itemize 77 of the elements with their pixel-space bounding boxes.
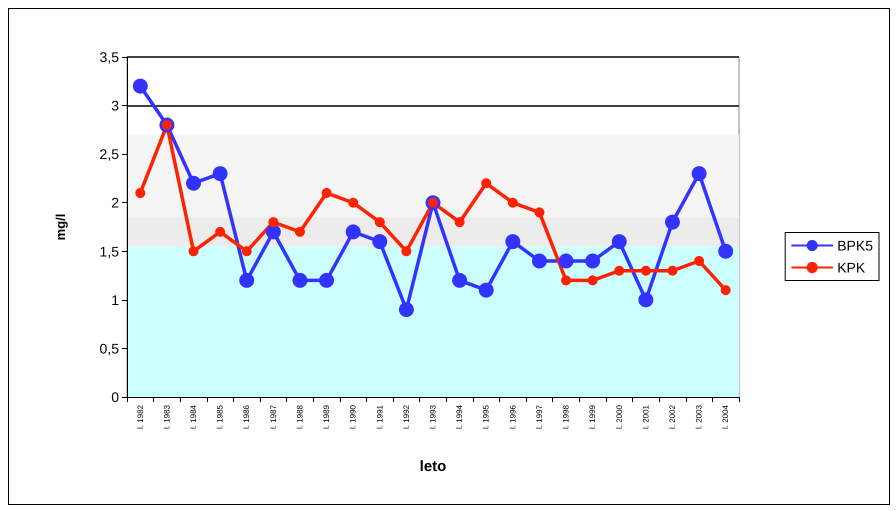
point (319, 272, 334, 288)
point (508, 198, 518, 208)
point (186, 176, 202, 191)
point (667, 266, 678, 276)
point (561, 275, 572, 286)
point (534, 207, 544, 218)
y-tick-label: 0 (111, 389, 120, 405)
point (532, 254, 547, 268)
point (454, 217, 465, 228)
point (452, 272, 468, 288)
point (585, 254, 600, 268)
x-tick-label: l. 1995 (482, 404, 491, 430)
x-tick-label: l. 1993 (428, 404, 438, 430)
y-tick-label: 0,5 (100, 340, 120, 356)
point (268, 217, 278, 228)
x-tick-label: l. 1988 (295, 404, 304, 430)
point (188, 246, 199, 256)
x-tick-label: l. 1991 (375, 404, 384, 430)
point (242, 246, 252, 256)
point (239, 272, 254, 288)
point (292, 272, 308, 288)
point (348, 198, 358, 208)
x-tick-label: l. 1982 (136, 404, 145, 430)
point (401, 246, 412, 256)
point (640, 266, 651, 276)
x-tick-label: l. 1989 (322, 404, 332, 430)
point (588, 275, 598, 286)
x-tick-label: l. 2003 (694, 404, 704, 430)
point (614, 266, 624, 276)
x-tick-label: l. 1987 (268, 404, 278, 430)
legend-label: BPK5 (837, 238, 874, 254)
point (266, 224, 281, 240)
x-tick-label: l. 1985 (216, 404, 225, 430)
x-tick-label: l. 1986 (242, 404, 252, 430)
point (692, 166, 707, 182)
point (481, 178, 492, 188)
point (398, 302, 414, 318)
point (212, 166, 228, 182)
point (612, 234, 627, 250)
point (372, 234, 388, 250)
y-tick-label: 2,5 (100, 146, 120, 162)
y-tick-label: 3,5 (100, 49, 120, 65)
x-tick-label: l. 1997 (534, 404, 544, 430)
point (638, 292, 654, 308)
x-tick-label: l. 2000 (614, 404, 624, 430)
point (694, 256, 704, 266)
point (346, 224, 361, 240)
x-tick-label: l. 1984 (189, 404, 198, 430)
x-tick-label: l. 2002 (668, 404, 677, 430)
legend-label: KPK (837, 260, 866, 276)
x-tick-label: l. 1996 (508, 404, 518, 430)
point (294, 226, 305, 237)
x-tick-label: l. 1998 (562, 404, 571, 430)
x-tick-label: l. 1999 (588, 404, 598, 430)
x-axis-title: leto (420, 458, 446, 475)
point (664, 214, 680, 230)
y-axis-title: mg/l (53, 214, 68, 240)
x-tick-label: l. 1992 (402, 404, 411, 430)
point (132, 78, 148, 94)
x-tick-label: l. 1983 (162, 404, 172, 430)
x-tick-label: l. 1990 (348, 404, 358, 430)
y-tick-label: 1 (111, 292, 120, 308)
point (720, 285, 731, 296)
y-tick-label: 2 (111, 194, 120, 211)
point (322, 188, 332, 198)
point (478, 282, 494, 298)
y-tick-label: 1,5 (100, 243, 120, 260)
y-tick-label: 3 (111, 98, 120, 114)
x-tick-label: l. 1994 (455, 404, 464, 430)
point (374, 217, 385, 228)
point (718, 244, 734, 259)
x-tick-label: l. 2004 (721, 404, 730, 430)
point (135, 188, 146, 198)
point (215, 226, 226, 237)
point (558, 254, 574, 268)
point (505, 234, 520, 250)
x-tick-label: l. 2001 (641, 404, 650, 430)
